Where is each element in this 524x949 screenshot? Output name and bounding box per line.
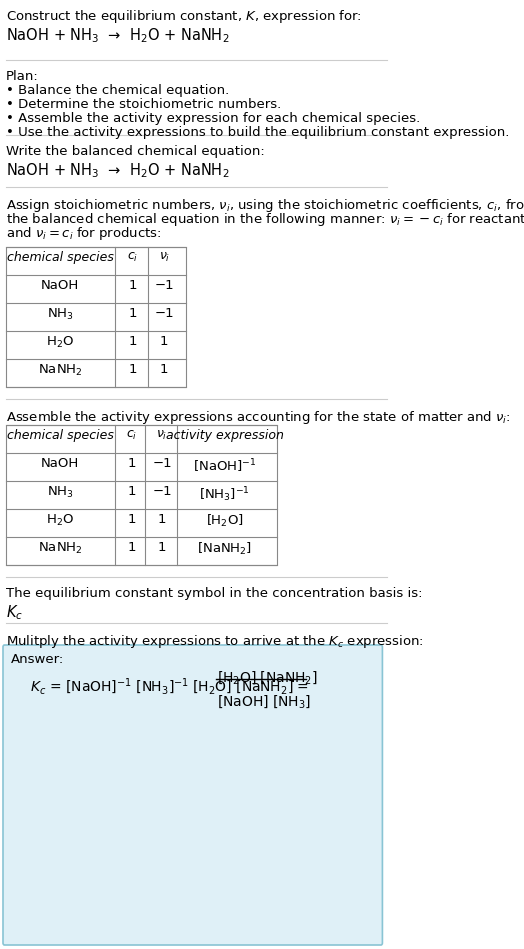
Text: [NaOH] [NH$_3$]: [NaOH] [NH$_3$]	[217, 693, 312, 710]
Text: • Assemble the activity expression for each chemical species.: • Assemble the activity expression for e…	[6, 112, 420, 125]
Text: $K_c$ = [NaOH]$^{-1}$ [NH$_3$]$^{-1}$ [H$_2$O] [NaNH$_2$] =: $K_c$ = [NaOH]$^{-1}$ [NH$_3$]$^{-1}$ [H…	[30, 677, 310, 698]
Text: [H$_2$O] [NaNH$_2$]: [H$_2$O] [NaNH$_2$]	[217, 669, 318, 686]
Text: • Use the activity expressions to build the equilibrium constant expression.: • Use the activity expressions to build …	[6, 126, 509, 139]
Text: H$_2$O: H$_2$O	[46, 335, 74, 350]
Text: 1: 1	[128, 541, 136, 554]
Text: −1: −1	[155, 279, 174, 292]
Text: [NH$_3$]$^{-1}$: [NH$_3$]$^{-1}$	[200, 485, 250, 504]
Text: [NaNH$_2$]: [NaNH$_2$]	[198, 541, 253, 557]
Text: NaNH$_2$: NaNH$_2$	[38, 541, 82, 556]
Text: NaNH$_2$: NaNH$_2$	[38, 363, 82, 378]
Text: $c_i$: $c_i$	[127, 251, 138, 264]
Text: Plan:: Plan:	[6, 70, 39, 83]
Text: H$_2$O: H$_2$O	[46, 513, 74, 528]
Text: The equilibrium constant symbol in the concentration basis is:: The equilibrium constant symbol in the c…	[6, 587, 422, 600]
Text: [NaOH]$^{-1}$: [NaOH]$^{-1}$	[193, 457, 257, 474]
Text: chemical species: chemical species	[6, 429, 113, 442]
Text: Write the balanced chemical equation:: Write the balanced chemical equation:	[6, 145, 265, 158]
Text: 1: 1	[128, 457, 136, 470]
Text: NaOH: NaOH	[41, 279, 79, 292]
Text: • Balance the chemical equation.: • Balance the chemical equation.	[6, 84, 229, 97]
Text: −1: −1	[155, 307, 174, 320]
Text: 1: 1	[128, 513, 136, 526]
Bar	[6, 247, 186, 387]
Text: 1: 1	[128, 307, 137, 320]
Text: $\nu_i$: $\nu_i$	[159, 251, 170, 264]
Text: NaOH + NH$_3$  →  H$_2$O + NaNH$_2$: NaOH + NH$_3$ → H$_2$O + NaNH$_2$	[6, 26, 230, 45]
Text: and $\nu_i = c_i$ for products:: and $\nu_i = c_i$ for products:	[6, 225, 161, 242]
Text: Answer:: Answer:	[10, 653, 64, 666]
Text: 1: 1	[158, 513, 166, 526]
Text: activity expression: activity expression	[166, 429, 284, 442]
Text: • Determine the stoichiometric numbers.: • Determine the stoichiometric numbers.	[6, 98, 281, 111]
Text: chemical species: chemical species	[6, 251, 113, 264]
Text: Assemble the activity expressions accounting for the state of matter and $\nu_i$: Assemble the activity expressions accoun…	[6, 409, 511, 426]
Text: NaOH + NH$_3$  →  H$_2$O + NaNH$_2$: NaOH + NH$_3$ → H$_2$O + NaNH$_2$	[6, 161, 230, 179]
Text: $\nu_i$: $\nu_i$	[156, 429, 168, 442]
Bar	[6, 425, 277, 565]
Text: 1: 1	[158, 541, 166, 554]
Text: 1: 1	[128, 335, 137, 348]
Text: NH$_3$: NH$_3$	[47, 307, 73, 322]
Text: Mulitply the activity expressions to arrive at the $K_c$ expression:: Mulitply the activity expressions to arr…	[6, 633, 424, 650]
Text: $K_c$: $K_c$	[6, 603, 23, 622]
Text: 1: 1	[128, 279, 137, 292]
Text: NH$_3$: NH$_3$	[47, 485, 73, 500]
Text: the balanced chemical equation in the following manner: $\nu_i = -c_i$ for react: the balanced chemical equation in the fo…	[6, 211, 524, 228]
Text: [H$_2$O]: [H$_2$O]	[206, 513, 244, 530]
FancyBboxPatch shape	[3, 645, 383, 945]
Text: $c_i$: $c_i$	[126, 429, 138, 442]
Text: Construct the equilibrium constant, $K$, expression for:: Construct the equilibrium constant, $K$,…	[6, 8, 362, 25]
Text: −1: −1	[152, 485, 172, 498]
Text: NaOH: NaOH	[41, 457, 79, 470]
Text: 1: 1	[128, 363, 137, 376]
Text: −1: −1	[152, 457, 172, 470]
Text: 1: 1	[128, 485, 136, 498]
Text: 1: 1	[160, 335, 168, 348]
Text: 1: 1	[160, 363, 168, 376]
Text: Assign stoichiometric numbers, $\nu_i$, using the stoichiometric coefficients, $: Assign stoichiometric numbers, $\nu_i$, …	[6, 197, 524, 214]
